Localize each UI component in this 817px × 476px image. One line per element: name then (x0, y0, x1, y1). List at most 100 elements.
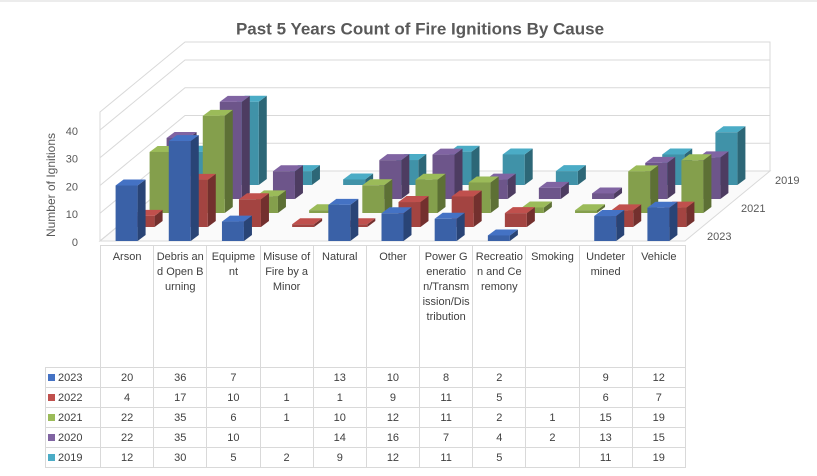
bar (538, 181, 569, 199)
bar-front (647, 207, 670, 241)
bar (362, 179, 393, 213)
bar-side (667, 156, 676, 199)
bar-side (260, 193, 269, 227)
bar-side (241, 95, 250, 199)
bar-side (224, 109, 233, 213)
bar-side (456, 212, 465, 241)
legend-key (48, 413, 55, 421)
bar-top (521, 201, 552, 208)
y-tick-label: 30 (66, 154, 78, 166)
bar-top (328, 198, 359, 205)
bar-side (633, 204, 642, 227)
bar-front (292, 224, 315, 227)
table-value: 22 (99, 427, 155, 448)
bar-top (432, 148, 463, 155)
table-value: 9 (312, 447, 367, 468)
table-value: 10 (312, 407, 367, 428)
category-label: Vehicle (631, 245, 686, 368)
empty-cell (525, 367, 580, 388)
bar-side (401, 154, 410, 199)
bar-top (592, 187, 623, 194)
bar-front (343, 179, 366, 185)
bar-side (277, 190, 286, 213)
bar-top (238, 193, 269, 200)
bar-side (669, 201, 678, 241)
bar (504, 207, 535, 227)
legend-label: 2022 (58, 391, 83, 404)
bar (468, 176, 499, 213)
bar-side (737, 126, 746, 185)
bar-top (502, 148, 533, 155)
bar-top (628, 165, 659, 172)
legend-cell: 2019 (45, 447, 101, 468)
depth-label: 2021 (741, 203, 765, 215)
data-row: 2021 22 35 6 1 10 12 11 2 1 15 19 (45, 407, 686, 428)
empty-cell (259, 427, 314, 448)
bar-front (328, 204, 351, 241)
table-value: 12 (631, 367, 686, 388)
table-value: 22 (99, 407, 155, 428)
bar-side (560, 181, 569, 199)
bar-front (309, 210, 332, 213)
table-value: 35 (153, 407, 208, 428)
bar (594, 210, 625, 241)
bar (168, 135, 199, 241)
y-tick-label: 40 (66, 126, 78, 138)
bar-side (720, 151, 729, 199)
table-value: 10 (206, 427, 261, 448)
bar-top (647, 201, 678, 208)
table-value: 13 (312, 367, 367, 388)
bar-side (507, 173, 516, 199)
table-value: 8 (419, 367, 474, 388)
bar-side (437, 173, 446, 213)
category-label: Equipment (206, 245, 261, 368)
legend-label: 2023 (58, 371, 83, 384)
data-row: 2020 22 35 10 14 16 7 4 2 13 15 (45, 427, 686, 448)
data-row: 2022 4 17 10 1 1 9 11 5 6 7 (45, 387, 686, 408)
bar-front (168, 141, 191, 241)
bar (487, 229, 518, 241)
table-value: 16 (365, 427, 421, 448)
bar-top (379, 154, 410, 161)
bar-top (594, 210, 625, 217)
bar-side (686, 201, 695, 227)
table-value: 6 (206, 407, 261, 428)
legend-key (48, 393, 55, 401)
table-value: 4 (99, 387, 155, 408)
bar-side (243, 215, 252, 241)
category-label: Natural (312, 245, 367, 368)
bar-top (504, 207, 535, 214)
bar-top (487, 229, 518, 236)
table-value: 5 (472, 447, 527, 468)
bar-front (681, 160, 704, 213)
table-value: 10 (206, 387, 261, 408)
bar-side (614, 187, 623, 199)
bar (592, 187, 623, 199)
chart-title: Past 5 Years Count of Fire Ignitions By … (236, 19, 604, 38)
legend-label: 2020 (58, 431, 83, 444)
data-row: 2023 20 36 7 13 10 8 2 9 12 (45, 367, 686, 388)
bar-side (490, 176, 499, 213)
grid-line (99, 59, 770, 131)
table-value: 2 (472, 367, 527, 388)
y-tick-label: 10 (66, 209, 78, 221)
table-value: 5 (206, 447, 261, 468)
bar-side (509, 229, 518, 241)
bar-top (575, 204, 606, 211)
table-value: 30 (153, 447, 208, 468)
bar-top (202, 109, 233, 116)
table-value: 36 (153, 367, 208, 388)
table-value: 1 (259, 407, 314, 428)
table-value: 12 (365, 407, 421, 428)
bar (292, 218, 323, 227)
bar-side (454, 148, 463, 199)
bar (381, 207, 412, 241)
depth-label: 2019 (775, 175, 799, 187)
bar-top (381, 207, 412, 214)
table-value: 2 (259, 447, 314, 468)
bar-side (524, 148, 533, 185)
bar-top (555, 165, 586, 172)
bar-side (616, 210, 625, 241)
y-axis-label: Number of Ignitions (44, 133, 58, 237)
empty-cell (525, 447, 580, 468)
